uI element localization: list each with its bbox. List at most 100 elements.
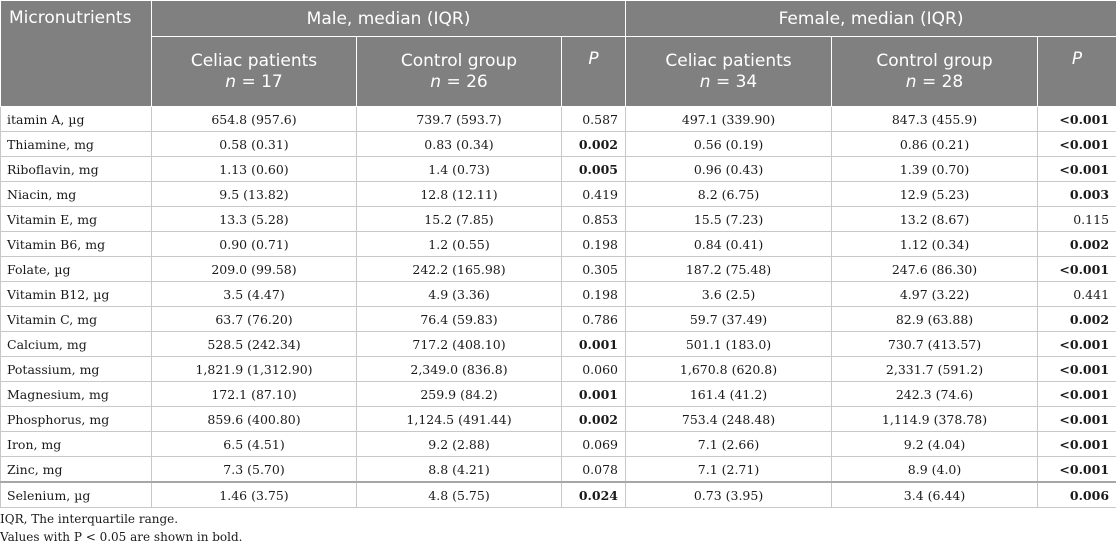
- female-celiac-cell: 8.2 (6.75): [626, 182, 832, 207]
- male-celiac-cell: 654.8 (957.6): [152, 107, 357, 132]
- female-celiac-cell: 497.1 (339.90): [626, 107, 832, 132]
- male-control-cell: 1.4 (0.73): [357, 157, 562, 182]
- male-celiac-cell: 0.58 (0.31): [152, 132, 357, 157]
- female-control-cell: 847.3 (455.9): [832, 107, 1038, 132]
- female-control-cell: 4.97 (3.22): [832, 282, 1038, 307]
- male-celiac-cell: 859.6 (400.80): [152, 407, 357, 432]
- female-celiac-cell: 15.5 (7.23): [626, 207, 832, 232]
- female-celiac-cell: 753.4 (248.48): [626, 407, 832, 432]
- male-p-cell: 0.419: [562, 182, 626, 207]
- female-celiac-cell: 161.4 (41.2): [626, 382, 832, 407]
- male-celiac-cell: 1.46 (3.75): [152, 482, 357, 508]
- male-control-cell: 9.2 (2.88): [357, 432, 562, 457]
- male-control-header: Control group n = 26: [357, 37, 562, 107]
- female-celiac-cell: 0.96 (0.43): [626, 157, 832, 182]
- female-celiac-cell: 7.1 (2.71): [626, 457, 832, 483]
- male-p-cell: 0.305: [562, 257, 626, 282]
- female-celiac-label: Celiac patients: [626, 51, 831, 72]
- female-p-cell: <0.001: [1038, 407, 1116, 432]
- female-p-cell: <0.001: [1038, 332, 1116, 357]
- female-p-cell: 0.003: [1038, 182, 1116, 207]
- nutrient-name-cell: Zinc, mg: [1, 457, 152, 483]
- female-p-cell: 0.002: [1038, 307, 1116, 332]
- micronutrients-header: Micronutrients: [1, 1, 152, 107]
- female-control-cell: 1.39 (0.70): [832, 157, 1038, 182]
- n-value: = 34: [716, 72, 757, 92]
- female-p-cell: <0.001: [1038, 382, 1116, 407]
- female-p-cell: <0.001: [1038, 457, 1116, 483]
- table-header: Micronutrients Male, median (IQR) Female…: [1, 1, 1116, 107]
- male-p-cell: 0.198: [562, 232, 626, 257]
- nutrient-name-cell: Vitamin C, mg: [1, 307, 152, 332]
- female-celiac-cell: 1,670.8 (620.8): [626, 357, 832, 382]
- female-control-cell: 1,114.9 (378.78): [832, 407, 1038, 432]
- male-p-cell: 0.002: [562, 407, 626, 432]
- n-value: = 26: [446, 72, 487, 92]
- male-celiac-cell: 1,821.9 (1,312.90): [152, 357, 357, 382]
- nutrient-name-cell: Iron, mg: [1, 432, 152, 457]
- n-label: n: [700, 72, 711, 92]
- female-control-cell: 9.2 (4.04): [832, 432, 1038, 457]
- footnote-bold: Values with P < 0.05 are shown in bold.: [0, 530, 242, 544]
- male-control-cell: 76.4 (59.83): [357, 307, 562, 332]
- female-group-header: Female, median (IQR): [626, 1, 1116, 37]
- female-p-cell: <0.001: [1038, 257, 1116, 282]
- male-p-header: P: [562, 37, 626, 107]
- male-celiac-cell: 172.1 (87.10): [152, 382, 357, 407]
- female-celiac-cell: 3.6 (2.5): [626, 282, 832, 307]
- female-p-cell: <0.001: [1038, 157, 1116, 182]
- female-control-header: Control group n = 28: [832, 37, 1038, 107]
- male-celiac-cell: 3.5 (4.47): [152, 282, 357, 307]
- male-control-cell: 739.7 (593.7): [357, 107, 562, 132]
- male-control-cell: 242.2 (165.98): [357, 257, 562, 282]
- male-control-cell: 1,124.5 (491.44): [357, 407, 562, 432]
- female-celiac-cell: 0.73 (3.95): [626, 482, 832, 508]
- female-control-cell: 730.7 (413.57): [832, 332, 1038, 357]
- female-control-cell: 247.6 (86.30): [832, 257, 1038, 282]
- nutrient-name-cell: Calcium, mg: [1, 332, 152, 357]
- male-celiac-cell: 1.13 (0.60): [152, 157, 357, 182]
- micronutrient-table: Micronutrients Male, median (IQR) Female…: [0, 0, 1116, 508]
- male-control-cell: 0.83 (0.34): [357, 132, 562, 157]
- female-celiac-cell: 7.1 (2.66): [626, 432, 832, 457]
- male-p-cell: 0.002: [562, 132, 626, 157]
- nutrient-name-cell: Vitamin B12, µg: [1, 282, 152, 307]
- nutrient-name-cell: Thiamine, mg: [1, 132, 152, 157]
- male-p-cell: 0.587: [562, 107, 626, 132]
- male-p-cell: 0.060: [562, 357, 626, 382]
- nutrient-name-cell: Magnesium, mg: [1, 382, 152, 407]
- nutrient-name-cell: Vitamin B6, mg: [1, 232, 152, 257]
- male-celiac-cell: 63.7 (76.20): [152, 307, 357, 332]
- n-value: = 17: [241, 72, 282, 92]
- female-p-cell: <0.001: [1038, 107, 1116, 132]
- male-celiac-header: Celiac patients n = 17: [152, 37, 357, 107]
- male-p-cell: 0.069: [562, 432, 626, 457]
- female-celiac-cell: 0.84 (0.41): [626, 232, 832, 257]
- male-p-cell: 0.853: [562, 207, 626, 232]
- male-celiac-cell: 13.3 (5.28): [152, 207, 357, 232]
- male-celiac-cell: 7.3 (5.70): [152, 457, 357, 483]
- female-celiac-cell: 0.56 (0.19): [626, 132, 832, 157]
- male-celiac-cell: 6.5 (4.51): [152, 432, 357, 457]
- female-control-cell: 242.3 (74.6): [832, 382, 1038, 407]
- male-control-label: Control group: [357, 51, 561, 72]
- male-control-cell: 8.8 (4.21): [357, 457, 562, 483]
- male-control-cell: 15.2 (7.85): [357, 207, 562, 232]
- female-p-cell: 0.115: [1038, 207, 1116, 232]
- male-control-cell: 1.2 (0.55): [357, 232, 562, 257]
- nutrient-name-cell: Potassium, mg: [1, 357, 152, 382]
- female-p-cell: 0.002: [1038, 232, 1116, 257]
- female-control-cell: 0.86 (0.21): [832, 132, 1038, 157]
- nutrient-name-cell: Vitamin E, mg: [1, 207, 152, 232]
- male-p-cell: 0.198: [562, 282, 626, 307]
